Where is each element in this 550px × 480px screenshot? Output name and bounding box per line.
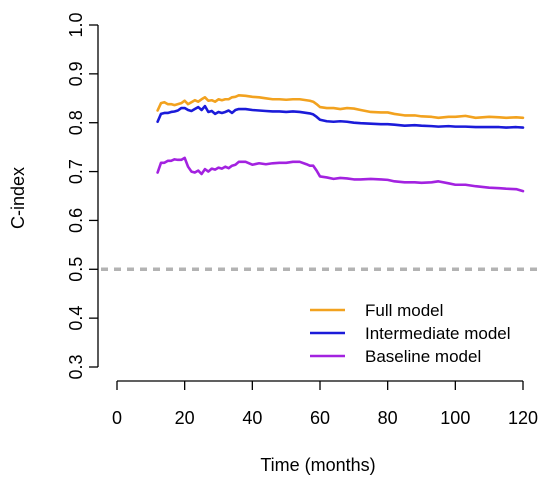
y-tick-label-0: 0.3: [66, 354, 86, 379]
y-tick-label-4: 0.7: [66, 159, 86, 184]
y-tick-label-2: 0.5: [66, 257, 86, 282]
x-tick-label-3: 60: [310, 408, 330, 428]
y-tick-label-5: 0.8: [66, 110, 86, 135]
legend-label-1: Intermediate model: [365, 324, 511, 343]
legend-label-2: Baseline model: [365, 347, 481, 366]
x-axis: 0 20 40 60 80 100 120: [112, 380, 538, 428]
y-tick-label-6: 0.9: [66, 61, 86, 86]
x-tick-label-0: 0: [112, 408, 122, 428]
y-tick-label-7: 1.0: [66, 12, 86, 37]
series-line-intermediate-model: [156, 104, 525, 129]
series-line-baseline-model: [156, 156, 525, 193]
y-axis: 0.3 0.4 0.5 0.6 0.7 0.8 0.9 1.0: [66, 12, 99, 380]
y-tick-label-1: 0.4: [66, 306, 86, 331]
legend-label-0: Full model: [365, 301, 443, 320]
legend: Full model Intermediate model Baseline mod…: [310, 301, 511, 366]
x-tick-label-6: 120: [508, 408, 538, 428]
x-tick-label-2: 40: [242, 408, 262, 428]
series-line-full-model: [156, 94, 525, 120]
y-axis-title: C-index: [8, 167, 28, 229]
x-tick-label-4: 80: [378, 408, 398, 428]
x-tick-label-5: 100: [440, 408, 470, 428]
series-lines: [156, 94, 525, 193]
x-tick-label-1: 20: [175, 408, 195, 428]
y-tick-label-3: 0.6: [66, 208, 86, 233]
x-axis-title: Time (months): [260, 455, 375, 475]
